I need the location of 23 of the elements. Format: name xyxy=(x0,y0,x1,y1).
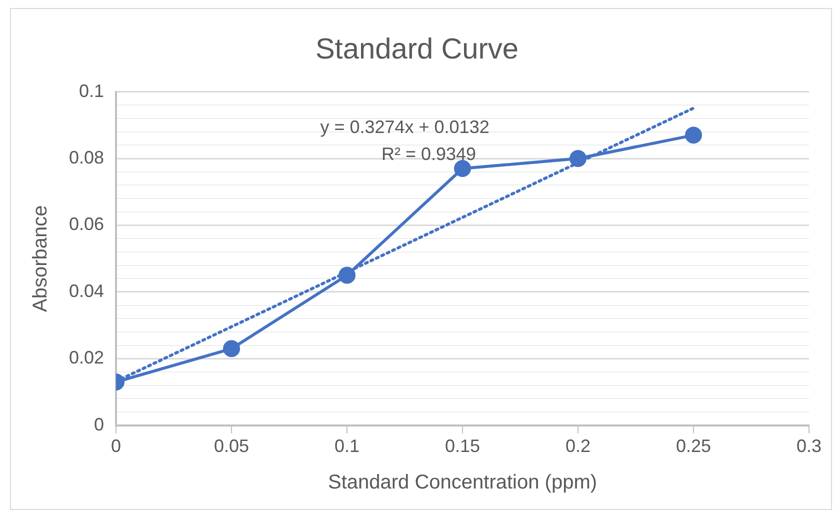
point xyxy=(570,150,587,168)
chart-title: Standard Curve xyxy=(315,33,519,66)
y-tick-label: 0.1 xyxy=(79,80,104,101)
y-tick-label: 0 xyxy=(94,414,104,434)
x-tick-label: 0.25 xyxy=(676,436,712,456)
annotation: R² = 0.9349 xyxy=(381,144,476,164)
y-axis-title: Absorbance xyxy=(30,205,52,312)
x-tick-label: 0.2 xyxy=(565,436,591,456)
x-tick-label: 0.15 xyxy=(444,436,480,456)
x-axis-title: Standard Concentration (ppm) xyxy=(328,472,598,494)
point xyxy=(223,340,240,358)
y-tick-label: 0.02 xyxy=(68,348,104,368)
x-tick-label: 0.1 xyxy=(334,436,360,456)
annotation: y = 0.3274x + 0.0132 xyxy=(320,116,490,137)
point xyxy=(454,160,472,178)
x-tick-label: 0.3 xyxy=(796,436,822,456)
y-tick-label: 0.04 xyxy=(68,280,104,301)
point xyxy=(338,266,356,284)
point xyxy=(685,126,702,144)
x-tick-label: 0.05 xyxy=(214,436,250,456)
y-tick-label: 0.06 xyxy=(68,214,104,234)
y-tick-label: 0.08 xyxy=(68,147,104,168)
x-tick-label: 0 xyxy=(111,436,122,456)
